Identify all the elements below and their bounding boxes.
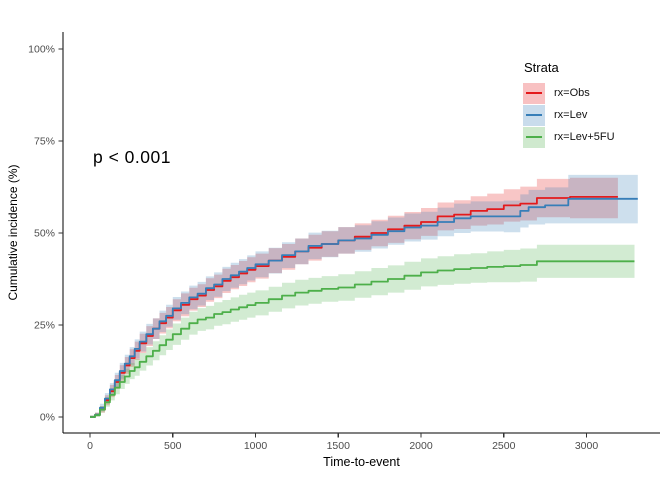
legend-label-rx-obs: rx=Obs	[554, 87, 590, 99]
legend-key-rx-lev	[523, 104, 545, 126]
x-tick-label: 500	[164, 440, 182, 452]
legend: Strata rx=Obs rx=Lev rx=Lev+5FU	[523, 60, 615, 148]
legend-label-rx-lev: rx=Lev	[554, 109, 588, 121]
y-tick-label: 25%	[34, 320, 55, 332]
legend-key-line-icon	[526, 91, 542, 94]
x-axis-title: Time-to-event	[323, 455, 400, 469]
x-tick-label: 3000	[575, 440, 599, 452]
y-tick-label: 75%	[34, 136, 55, 148]
legend-item-rx-lev: rx=Lev	[523, 104, 615, 126]
y-tick-label: 0%	[40, 412, 55, 424]
y-axis-title: Cumulative incidence (%)	[6, 164, 20, 300]
legend-key-rx-obs	[523, 82, 545, 104]
series-line-rx-lev5fu	[90, 260, 635, 418]
x-tick-label: 1000	[244, 440, 268, 452]
x-tick-label: 2500	[492, 440, 516, 452]
ci-ribbon-rx-lev5fu	[90, 244, 635, 417]
legend-key-rx-lev5fu	[523, 126, 545, 148]
legend-item-rx-obs: rx=Obs	[523, 82, 615, 104]
legend-key-line-icon	[526, 135, 542, 138]
legend-item-rx-lev5fu: rx=Lev+5FU	[523, 126, 615, 148]
pvalue-annotation: p < 0.001	[93, 147, 171, 167]
x-tick-label: 1500	[327, 440, 351, 452]
legend-key-line-icon	[526, 113, 542, 116]
legend-label-rx-lev5fu: rx=Lev+5FU	[554, 131, 615, 143]
series-line-rx-lev	[90, 197, 638, 418]
legend-title: Strata	[524, 60, 559, 75]
y-tick-label: 50%	[34, 228, 55, 240]
x-tick-label: 2000	[409, 440, 433, 452]
x-tick-label: 0	[87, 440, 93, 452]
series-line-rx-obs	[90, 196, 618, 418]
y-tick-label: 100%	[28, 44, 55, 56]
